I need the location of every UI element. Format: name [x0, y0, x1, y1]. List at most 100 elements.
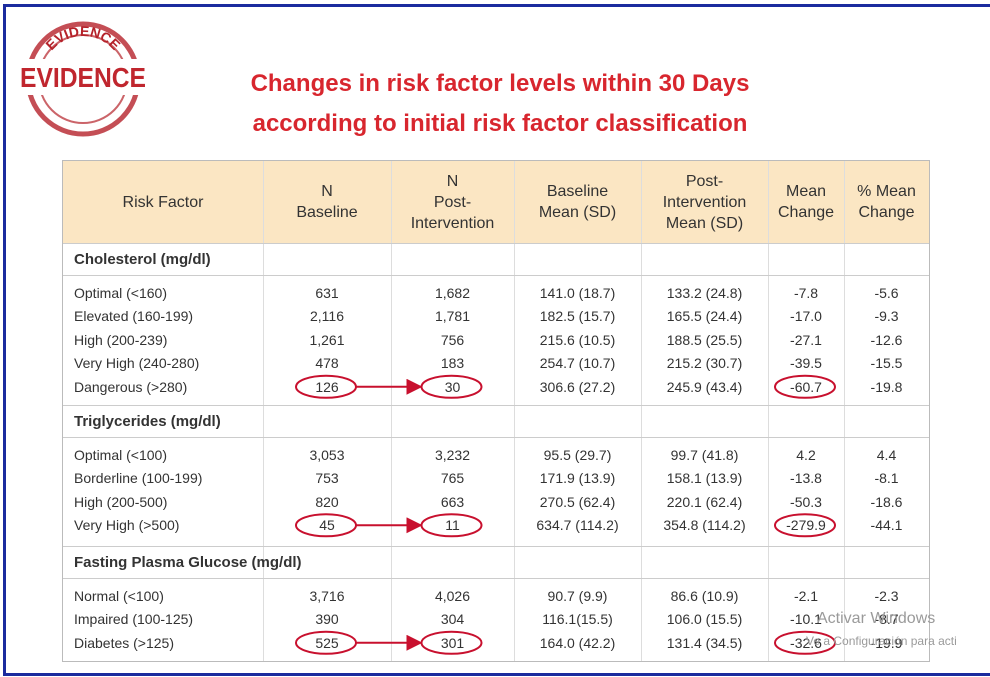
table-cell: 165.5 (24.4) — [666, 308, 743, 325]
column-header: Post- Intervention Mean (SD) — [641, 161, 768, 243]
highlight — [774, 374, 836, 399]
table-cell: 634.7 (114.2) — [536, 517, 619, 534]
column-header: Baseline Mean (SD) — [514, 161, 641, 243]
header-line: % Mean — [857, 183, 916, 200]
table-cell: 215.2 (30.7) — [666, 355, 743, 372]
table-cell: Very High (240-280) — [74, 355, 200, 372]
table-cell: 756 — [440, 331, 465, 348]
table-cell: 354.8 (114.2) — [663, 517, 746, 534]
table-cell: -279.9 — [786, 517, 826, 534]
table-cell: 4,026 — [434, 587, 471, 604]
table-cell: 106.0 (15.5) — [666, 611, 743, 628]
table-cell: 45 — [319, 517, 335, 534]
table-cell: Dangerous (>280) — [74, 378, 188, 395]
table-cell: 183 — [440, 355, 465, 372]
table-cell: 164.0 (42.2) — [539, 634, 616, 651]
logo-label: EVIDENCE — [20, 62, 146, 93]
table-cell: 753 — [315, 470, 339, 487]
highlight — [420, 513, 483, 538]
table-cell: -18.6 — [870, 493, 903, 510]
section-line — [63, 546, 929, 547]
section-title: Cholesterol (mg/dl) — [74, 250, 211, 268]
frame — [3, 4, 990, 676]
table-cell: Diabetes (>125) — [74, 634, 175, 651]
column-header: % Mean Change — [844, 161, 929, 243]
highlight — [420, 374, 483, 399]
highlight — [295, 374, 357, 399]
table-cell: 11 — [445, 517, 460, 534]
table-cell: 390 — [315, 611, 339, 628]
table-cell: -15.5 — [870, 355, 903, 372]
watermark: Ve a Configuración para acti — [806, 634, 957, 648]
header-line: Baseline — [546, 183, 609, 200]
column-divider — [641, 161, 642, 661]
header-line: N — [321, 183, 333, 200]
table-cell: 306.6 (27.2) — [539, 378, 616, 395]
column-header: N Post- Intervention — [391, 161, 514, 243]
table-cell: -2.1 — [793, 587, 819, 604]
column-divider — [263, 161, 264, 661]
table-cell: -9.3 — [874, 308, 899, 325]
column-divider — [391, 161, 392, 661]
section-title: Triglycerides (mg/dl) — [74, 412, 221, 430]
table-cell: Impaired (100-125) — [74, 611, 194, 628]
table-cell: 116.1(15.5) — [542, 611, 613, 628]
column-divider — [844, 161, 845, 661]
table-cell: 1,261 — [309, 331, 345, 348]
table-cell: 4.4 — [876, 446, 897, 463]
highlight — [420, 630, 483, 655]
table-cell: 3,053 — [309, 446, 345, 463]
table-cell: 1,781 — [434, 308, 471, 325]
column-divider — [768, 161, 769, 661]
header-line: Post- — [433, 193, 472, 211]
table-cell: 820 — [315, 493, 339, 510]
table-cell: 171.9 (13.9) — [539, 470, 616, 487]
highlight — [774, 630, 836, 655]
header-line: Mean (SD) — [665, 214, 744, 232]
table-cell: 30 — [444, 378, 461, 395]
table-cell: 86.6 (10.9) — [670, 587, 739, 604]
table-cell: 663 — [440, 493, 465, 510]
table-cell: 188.5 (25.5) — [666, 331, 743, 348]
table-cell: -39.5 — [790, 355, 822, 372]
table-cell: 126 — [315, 378, 339, 395]
table-cell: -7.8 — [793, 284, 819, 301]
table-cell: High (200-500) — [74, 493, 168, 510]
column-header: N Baseline — [263, 161, 391, 243]
table-cell: -44.1 — [870, 517, 903, 534]
table-cell: -27.1 — [790, 331, 822, 348]
header-line: Change — [858, 204, 915, 221]
table-cell: -8.7 — [874, 611, 899, 628]
table-cell: 99.7 (41.8) — [670, 446, 739, 463]
column-header: Mean Change — [768, 161, 844, 243]
table-cell: 301 — [440, 634, 465, 651]
table-cell: 270.5 (62.4) — [539, 493, 616, 510]
section-line — [63, 578, 929, 579]
table-cell: Borderline (100-199) — [74, 470, 203, 487]
section-line — [63, 243, 929, 244]
table-cell: 478 — [315, 355, 339, 372]
table-cell: High (200-239) — [74, 331, 168, 348]
table-cell: 3,232 — [434, 446, 471, 463]
table-cell: -2.3 — [874, 587, 899, 604]
table-cell: -8.1 — [874, 470, 899, 487]
table-cell: -5.6 — [874, 284, 899, 301]
highlight — [295, 630, 357, 655]
table-cell: 2,116 — [310, 308, 344, 325]
table-cell: -50.3 — [790, 493, 822, 510]
table-cell: 304 — [440, 611, 465, 628]
header-line: Baseline — [296, 204, 358, 221]
table-cell: 525 — [315, 634, 339, 651]
table-cell: -19.8 — [870, 378, 903, 395]
watermark: Activar Windows — [817, 610, 936, 627]
highlight — [774, 513, 836, 538]
table-cell: 158.1 (13.9) — [666, 470, 743, 487]
title: according to initial risk factor classif… — [252, 110, 748, 137]
column-header: Risk Factor — [63, 161, 263, 243]
table-cell: 245.9 (43.4) — [666, 378, 743, 395]
table-cell: -13.8 — [790, 470, 822, 487]
table-cell: Optimal (<160) — [74, 284, 167, 301]
table-cell: Optimal (<100) — [74, 446, 167, 463]
